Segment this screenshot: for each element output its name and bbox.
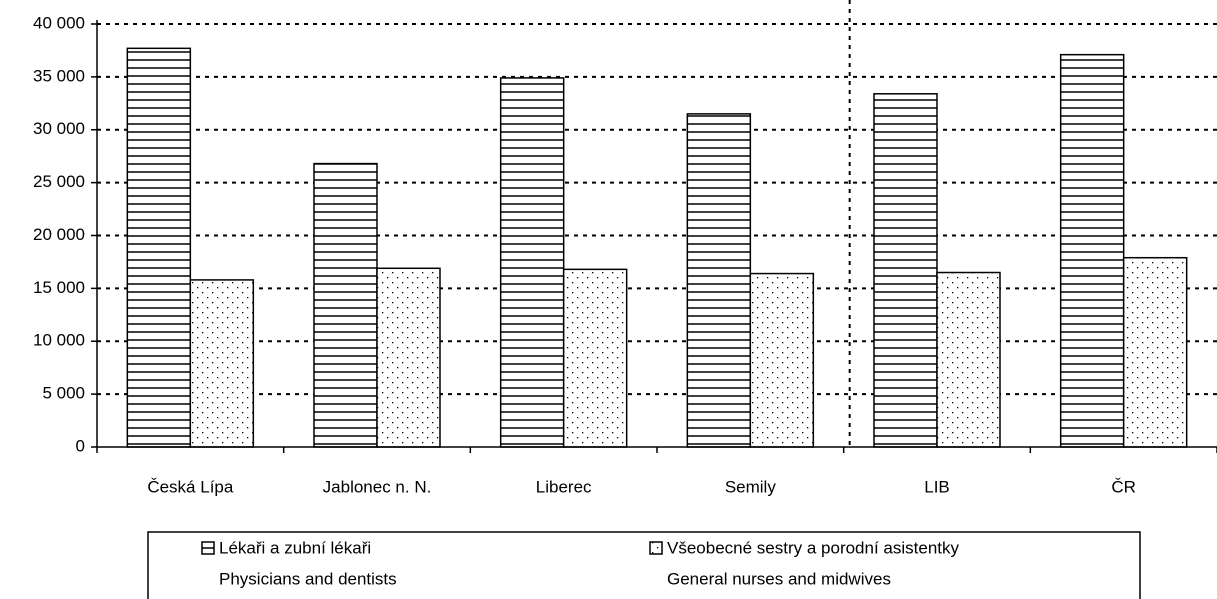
y-tick-label: 10 000 xyxy=(33,331,85,350)
bar xyxy=(936,271,1001,448)
x-tick-label: Liberec xyxy=(536,477,592,496)
legend-swatch xyxy=(201,541,215,555)
legend-label-en: General nurses and midwives xyxy=(667,569,891,588)
x-tick-label: Jablonec n. N. xyxy=(323,477,432,496)
x-tick-label: Semily xyxy=(725,477,777,496)
bar xyxy=(313,162,378,448)
bar xyxy=(376,267,441,448)
bar xyxy=(749,272,815,448)
bar xyxy=(686,113,752,448)
x-tick-label: ČR xyxy=(1111,477,1136,496)
legend-label: Lékaři a zubní lékaři xyxy=(219,538,371,557)
bar xyxy=(873,93,938,448)
bar xyxy=(126,47,192,448)
y-tick-label: 15 000 xyxy=(33,278,85,297)
bar xyxy=(499,77,565,448)
bar xyxy=(1059,53,1125,448)
legend-label: Všeobecné sestry a porodní asistentky xyxy=(667,538,959,557)
bar xyxy=(1122,256,1188,448)
y-tick-label: 5 000 xyxy=(42,384,85,403)
y-tick-label: 30 000 xyxy=(33,119,85,138)
y-tick-label: 40 000 xyxy=(33,13,85,32)
y-tick-label: 25 000 xyxy=(33,172,85,191)
y-tick-label: 20 000 xyxy=(33,225,85,244)
legend-swatch xyxy=(649,541,663,555)
y-tick-label: 35 000 xyxy=(33,66,85,85)
bar xyxy=(562,268,628,448)
y-tick-label: 0 xyxy=(76,436,85,455)
x-tick-label: LIB xyxy=(924,477,950,496)
x-tick-label: Česká Lípa xyxy=(147,477,234,496)
legend-label-en: Physicians and dentists xyxy=(219,569,397,588)
bar xyxy=(189,279,255,448)
legend-box xyxy=(147,531,1141,599)
